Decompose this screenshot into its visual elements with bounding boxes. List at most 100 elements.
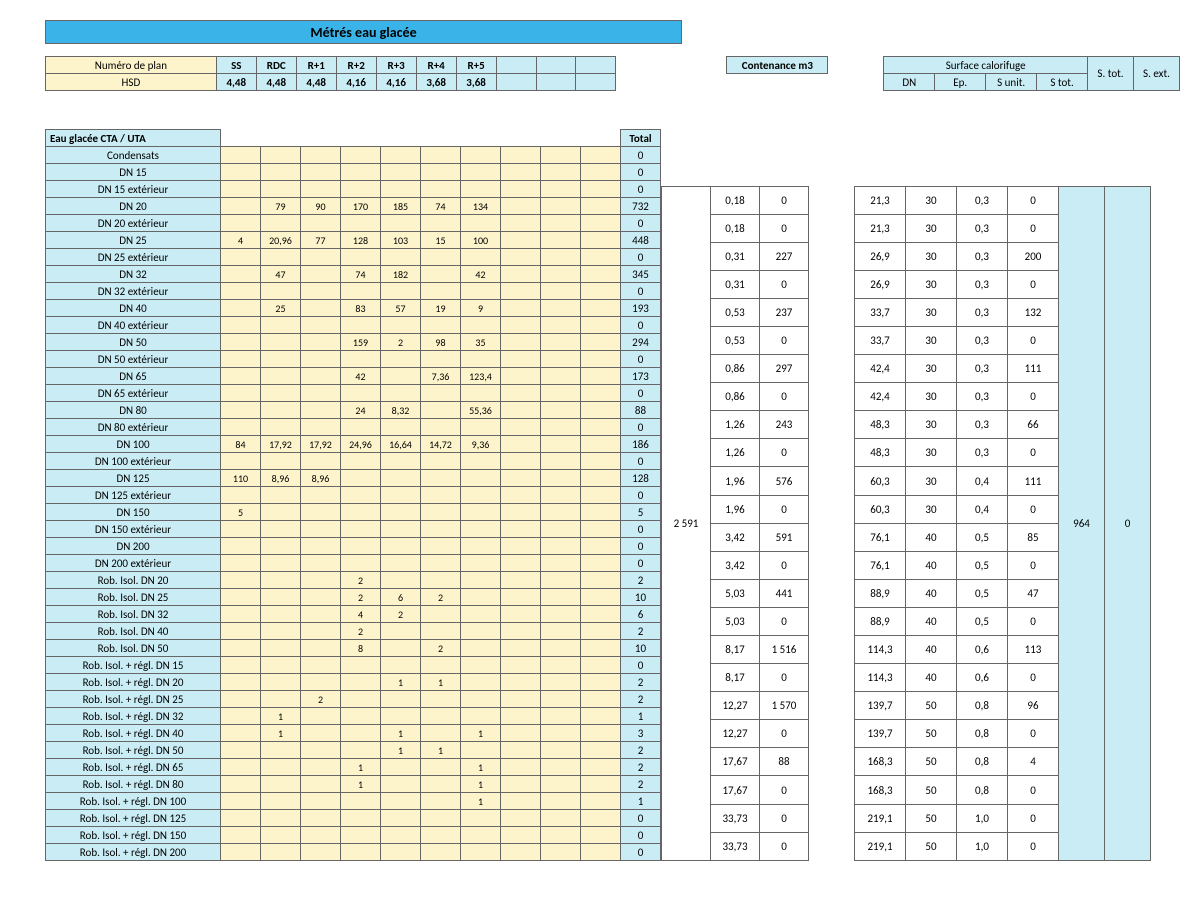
surf-dn: 76,1 [855,551,906,579]
data-cell [461,453,501,470]
data-cell [221,521,261,538]
data-cell [421,555,461,572]
m3-val: 0 [760,214,809,242]
data-cell [341,827,381,844]
data-cell [341,555,381,572]
data-cell [461,623,501,640]
surf-unit: 0,3 [957,439,1008,467]
empty-cell [581,232,621,249]
data-cell: 2 [341,572,381,589]
row-label: DN 20 extérieur [46,215,221,232]
data-cell: 1 [261,725,301,742]
surf-unit: 0,3 [957,270,1008,298]
empty-cell [501,691,541,708]
data-cell [221,283,261,300]
data-cell [381,487,421,504]
data-cell [261,453,301,470]
data-cell [421,283,461,300]
m3-val: 0 [760,326,809,354]
data-cell [381,657,421,674]
data-cell: 8,96 [301,470,341,487]
data-cell: 24,96 [341,436,381,453]
row-label: DN 32 extérieur [46,283,221,300]
data-cell: 2 [341,589,381,606]
data-cell: 1 [261,708,301,725]
row-label: Rob. Isol. + régl. DN 200 [46,844,221,861]
row-label: DN 200 [46,538,221,555]
data-cell [461,521,501,538]
empty-cell [501,776,541,793]
empty-cell [501,504,541,521]
data-cell [461,844,501,861]
empty-cell [581,215,621,232]
row-total: 88 [621,402,661,419]
data-cell [421,164,461,181]
empty-cell [581,691,621,708]
m3-unit: 0,18 [711,186,760,214]
surf-unit: 0,3 [957,355,1008,383]
data-cell: 1 [381,674,421,691]
surf-stot: 964 [1059,186,1105,860]
data-cell [461,181,501,198]
row-total: 1 [621,793,661,810]
surf-ep: 40 [906,579,957,607]
m3-table: 2 5910,1800,1800,312270,3100,532370,5300… [661,129,809,861]
empty-cell [581,453,621,470]
spacer [581,130,621,147]
empty-cell [541,589,581,606]
empty-cell [581,810,621,827]
data-cell [221,844,261,861]
data-cell [301,589,341,606]
surf-dn: 42,4 [855,355,906,383]
data-cell [261,691,301,708]
surf-unit: 0,3 [957,186,1008,214]
data-cell: 1 [381,725,421,742]
row-label: DN 100 [46,436,221,453]
data-cell [421,521,461,538]
data-cell: 182 [381,266,421,283]
empty-cell [581,487,621,504]
data-cell: 24 [341,402,381,419]
row-label: Rob. Isol. + régl. DN 32 [46,708,221,725]
empty-cell [541,249,581,266]
data-cell [341,215,381,232]
empty-cell [581,725,621,742]
empty-cell [501,589,541,606]
surf-tot: 85 [1008,523,1059,551]
data-cell [461,249,501,266]
data-cell [301,402,341,419]
data-cell [301,521,341,538]
data-cell [221,793,261,810]
row-label: DN 100 extérieur [46,453,221,470]
surf-dn: 60,3 [855,495,906,523]
data-cell: 1 [461,759,501,776]
data-cell [341,793,381,810]
empty-cell [501,555,541,572]
empty-cell [541,436,581,453]
data-cell [221,215,261,232]
empty-cell [581,164,621,181]
empty-cell [581,283,621,300]
data-cell: 159 [341,334,381,351]
data-cell [221,555,261,572]
surf-tot: 4 [1008,748,1059,776]
plan-col: R+4 [416,57,456,74]
spacer [221,130,261,147]
surf-tot: 66 [1008,411,1059,439]
m3-unit: 12,27 [711,720,760,748]
m3-unit: 1,26 [711,411,760,439]
empty-cell [581,419,621,436]
data-cell [221,317,261,334]
data-cell: 15 [421,232,461,249]
row-label: DN 80 extérieur [46,419,221,436]
surf-ep: 50 [906,748,957,776]
empty-cell [501,164,541,181]
empty-cell [501,674,541,691]
surf-dn: 21,3 [855,186,906,214]
data-cell: 170 [341,198,381,215]
data-cell [461,640,501,657]
empty-cell [581,589,621,606]
empty-cell [501,368,541,385]
plan-col: R+2 [336,57,376,74]
row-label: Rob. Isol. + régl. DN 80 [46,776,221,793]
